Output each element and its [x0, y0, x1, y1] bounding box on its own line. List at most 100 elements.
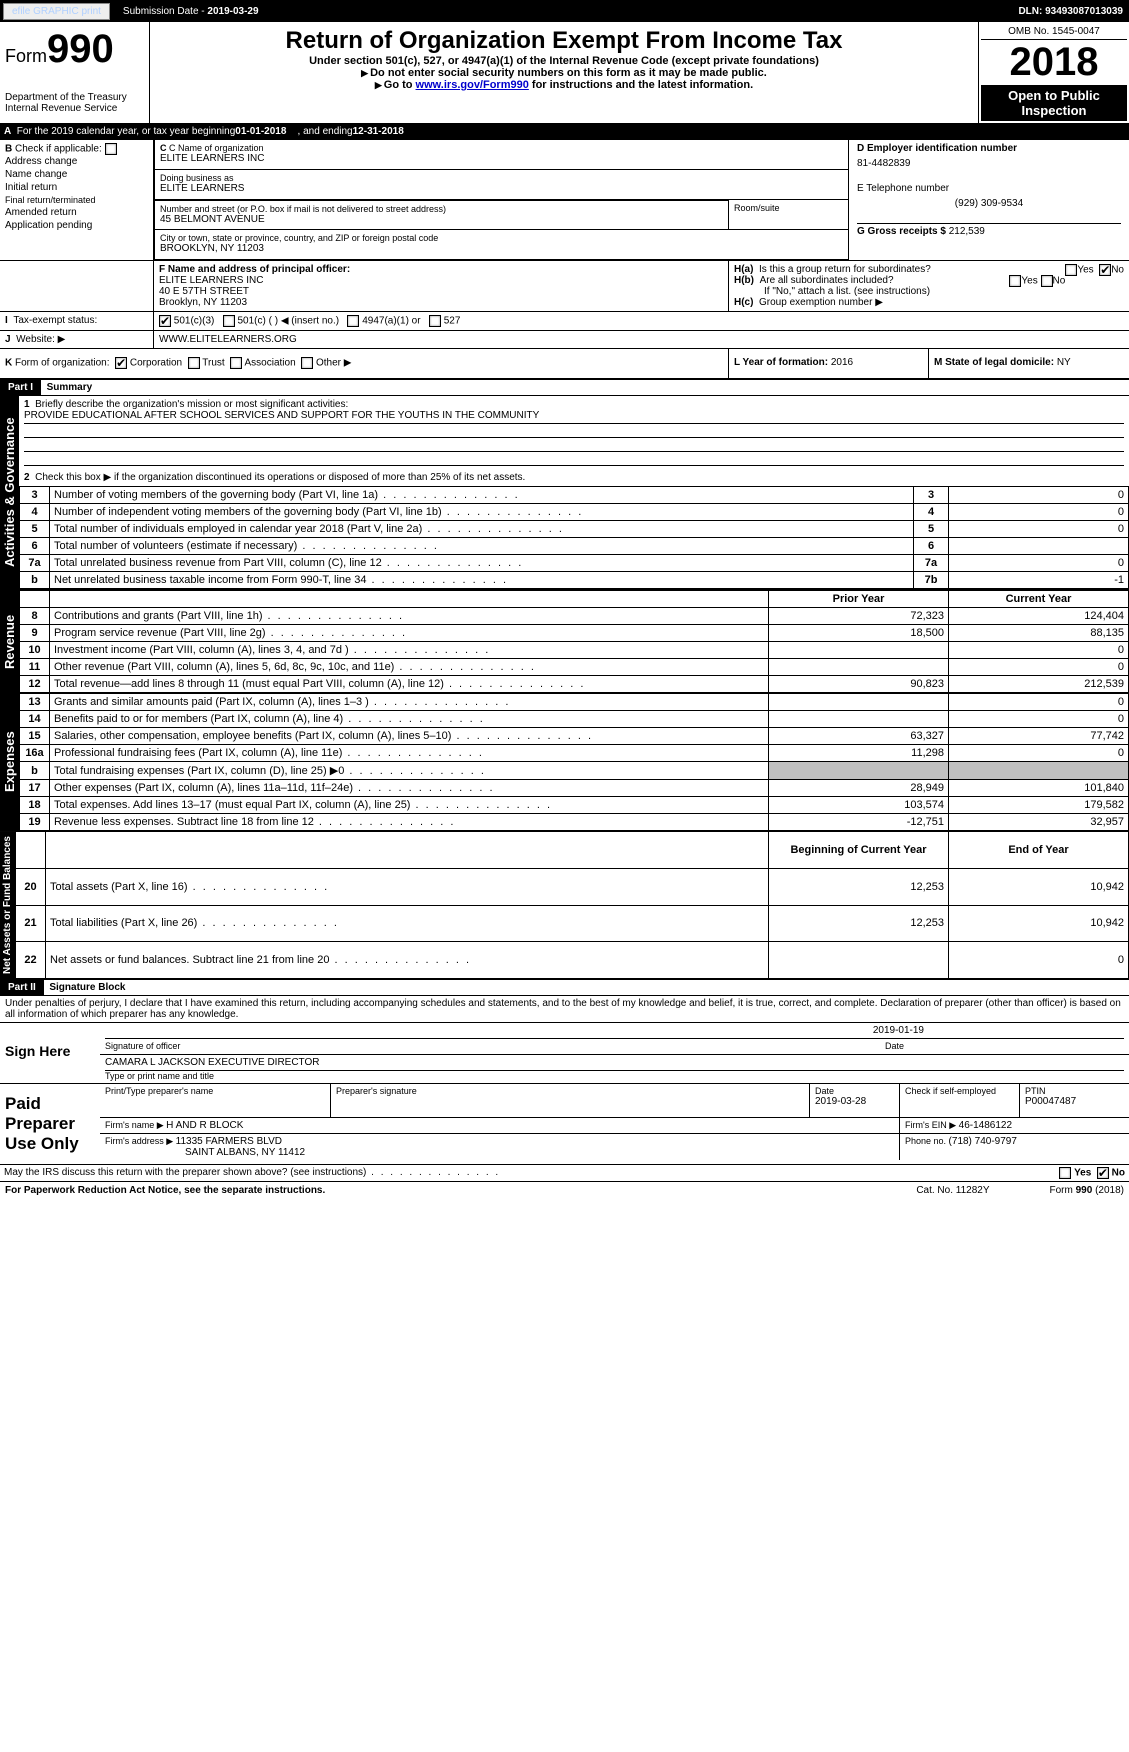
subtitle-2: Do not enter social security numbers on … [155, 67, 973, 79]
assoc-checkbox[interactable] [230, 357, 242, 369]
current-year: 0 [949, 711, 1129, 728]
hb-yes-checkbox[interactable] [1009, 275, 1021, 287]
prior-year: 11,298 [769, 745, 949, 762]
current-year: 0 [949, 942, 1129, 979]
line-num: 3 [20, 487, 50, 504]
discuss-yes-checkbox[interactable] [1059, 1167, 1071, 1179]
netassets-table: Beginning of Current YearEnd of Year20 T… [15, 831, 1129, 979]
line-value: 0 [949, 521, 1129, 538]
line-code: 7b [914, 572, 949, 589]
revenue-table: Prior YearCurrent Year8 Contributions an… [19, 590, 1129, 693]
top-bar: efile GRAPHIC print Submission Date - 20… [0, 0, 1129, 22]
prep-date-label: Date [815, 1086, 894, 1096]
hc-row: H(c) Group exemption number ▶ [734, 297, 1124, 308]
form-header: Form990 Department of the Treasury Inter… [0, 22, 1129, 124]
discuss-no-checkbox[interactable] [1097, 1167, 1109, 1179]
prior-year: -12,751 [769, 814, 949, 831]
date-label: Date [885, 1041, 904, 1051]
prior-year: 12,253 [769, 868, 949, 905]
street-label: Number and street (or P.O. box if mail i… [160, 204, 723, 214]
checkbox[interactable] [105, 143, 117, 155]
type-name-label: Type or print name and title [105, 1071, 1124, 1081]
line-desc: Investment income (Part VIII, column (A)… [50, 642, 769, 659]
prior-year [769, 942, 949, 979]
dln: DLN: 93493087013039 [1018, 6, 1123, 17]
line-num: 4 [20, 504, 50, 521]
line-desc: Net unrelated business taxable income fr… [50, 572, 914, 589]
trust-checkbox[interactable] [188, 357, 200, 369]
hb-row: H(b) Are all subordinates included? Yes … [734, 275, 1124, 286]
line-desc: Total unrelated business revenue from Pa… [50, 555, 914, 572]
prior-year: 63,327 [769, 728, 949, 745]
expenses-tab: Expenses [0, 693, 19, 831]
footer: For Paperwork Reduction Act Notice, see … [0, 1182, 1129, 1199]
ha-yes-checkbox[interactable] [1065, 264, 1077, 276]
line-num: 20 [16, 868, 46, 905]
cat-no: Cat. No. 11282Y [916, 1185, 989, 1196]
firm-name: H AND R BLOCK [166, 1120, 243, 1131]
klm-row: K Form of organization: Corporation Trus… [0, 349, 1129, 379]
line-a: A For the 2019 calendar year, or tax yea… [0, 124, 1129, 140]
officer-printed: CAMARA L JACKSON EXECUTIVE DIRECTOR [105, 1057, 1124, 1071]
line-code: 6 [914, 538, 949, 555]
room-label: Room/suite [734, 203, 843, 213]
netassets-tab: Net Assets or Fund Balances [0, 831, 15, 979]
501c3-checkbox[interactable] [159, 315, 171, 327]
dept-treasury: Department of the Treasury Internal Reve… [5, 92, 144, 114]
opt-initial-return: Initial return [5, 181, 148, 194]
other-checkbox[interactable] [301, 357, 313, 369]
sig-officer-label: Signature of officer [105, 1041, 180, 1051]
ein-value: 81-4482839 [857, 158, 1121, 169]
city-value: BROOKLYN, NY 11203 [160, 243, 843, 254]
expenses-section: Expenses 13 Grants and similar amounts p… [0, 693, 1129, 831]
current-year: 88,135 [949, 625, 1129, 642]
line-desc: Total number of individuals employed in … [50, 521, 914, 538]
527-checkbox[interactable] [429, 315, 441, 327]
line-num: 9 [20, 625, 50, 642]
current-year: 32,957 [949, 814, 1129, 831]
corp-checkbox[interactable] [115, 357, 127, 369]
prior-year: 90,823 [769, 676, 949, 693]
subtitle-1: Under section 501(c), 527, or 4947(a)(1)… [155, 55, 973, 67]
name-of-org-label: C C Name of organization [160, 143, 843, 153]
q2-label: Check this box ▶ if the organization dis… [35, 472, 525, 483]
irs-link[interactable]: www.irs.gov/Form990 [416, 79, 529, 91]
governance-tab: Activities & Governance [0, 396, 19, 589]
line-num: 15 [20, 728, 50, 745]
501c-checkbox[interactable] [223, 315, 235, 327]
line-desc: Total number of volunteers (estimate if … [50, 538, 914, 555]
prior-year: 28,949 [769, 780, 949, 797]
firm-addr2: SAINT ALBANS, NY 11412 [185, 1147, 305, 1158]
line-value: 0 [949, 555, 1129, 572]
line-desc: Program service revenue (Part VIII, line… [50, 625, 769, 642]
ha-row: H(a) Is this a group return for subordin… [734, 264, 1124, 275]
ein-label: D Employer identification number [857, 143, 1121, 154]
efile-btn[interactable]: efile GRAPHIC print [3, 3, 110, 20]
line-num: 5 [20, 521, 50, 538]
line-desc: Total assets (Part X, line 16) [46, 868, 769, 905]
line-num: b [20, 762, 50, 780]
hb-no-checkbox[interactable] [1041, 275, 1053, 287]
current-year: 10,942 [949, 868, 1129, 905]
4947-checkbox[interactable] [347, 315, 359, 327]
self-employed: Check if self-employed [899, 1084, 1019, 1117]
phone-label: E Telephone number [857, 183, 1121, 194]
ha-no-checkbox[interactable] [1099, 264, 1111, 276]
city-label: City or town, state or province, country… [160, 233, 843, 243]
part2-header: Part II Signature Block [0, 979, 1129, 996]
revenue-section: Revenue Prior YearCurrent Year8 Contribu… [0, 589, 1129, 693]
line-desc: Benefits paid to or for members (Part IX… [50, 711, 769, 728]
sign-here-block: Sign Here 2019-01-19 Signature of office… [0, 1023, 1129, 1084]
netassets-section: Net Assets or Fund Balances Beginning of… [0, 831, 1129, 979]
firm-addr1: 11335 FARMERS BLVD [176, 1136, 282, 1147]
line-desc: Total fundraising expenses (Part IX, col… [50, 762, 769, 780]
tax-year: 2018 [981, 40, 1127, 85]
line-num: 7a [20, 555, 50, 572]
expenses-table: 13 Grants and similar amounts paid (Part… [19, 693, 1129, 831]
officer-city: Brooklyn, NY 11203 [159, 297, 723, 308]
opt-amended: Amended return [5, 206, 148, 219]
line-desc: Other revenue (Part VIII, column (A), li… [50, 659, 769, 676]
current-year: 0 [949, 642, 1129, 659]
prior-year [769, 659, 949, 676]
line-num: 11 [20, 659, 50, 676]
